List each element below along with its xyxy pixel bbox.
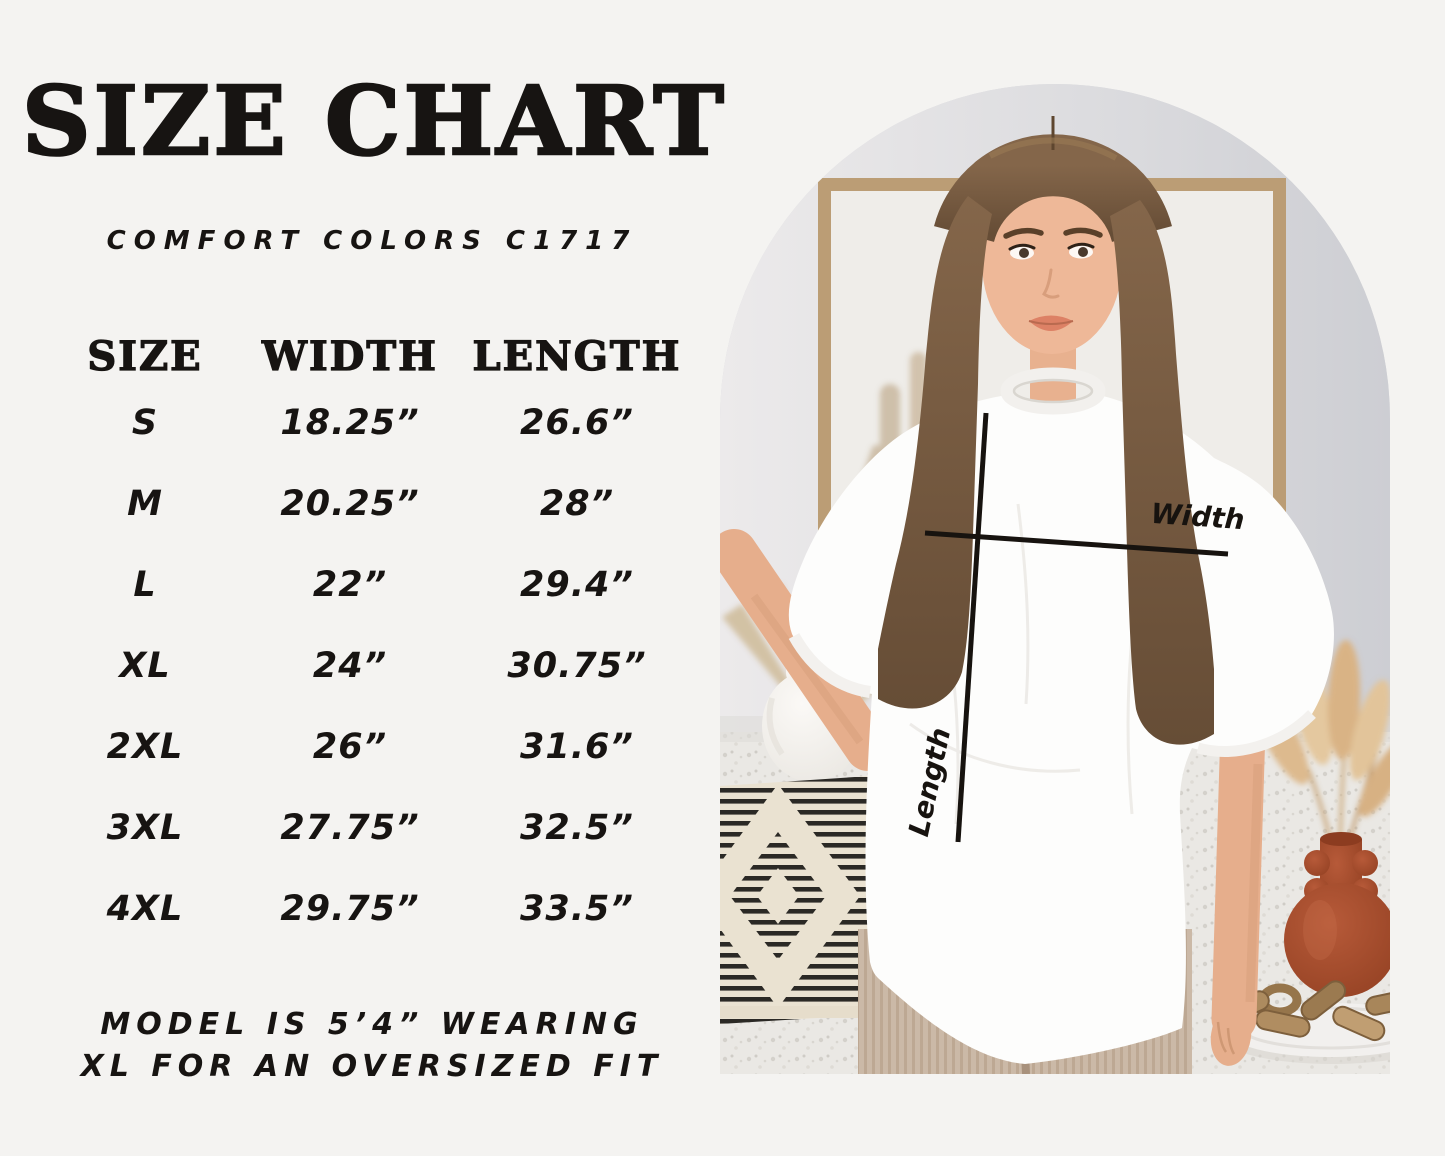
length-cell: 31.6” xyxy=(520,726,634,767)
size-cell: S xyxy=(131,402,159,443)
model xyxy=(720,116,1334,1074)
hair xyxy=(878,116,1214,745)
collar xyxy=(1000,367,1106,415)
striped-pillow xyxy=(720,776,886,1024)
model-note-line1: MODEL IS 5’4” WEARING xyxy=(100,1007,644,1042)
terracotta-vase xyxy=(1284,832,1390,997)
size-cell: L xyxy=(133,564,157,605)
col-header-width: WIDTH xyxy=(261,332,438,380)
width-cell: 26” xyxy=(312,726,388,767)
width-line xyxy=(924,530,1229,557)
length-cell: 33.5” xyxy=(520,888,634,929)
width-cell: 24” xyxy=(312,645,388,686)
size-chart-panel: SIZE CHART COMFORT COLORS C1717 SIZE WID… xyxy=(21,0,727,1156)
size-cell: 4XL xyxy=(106,888,184,929)
length-cell: 28” xyxy=(539,483,615,524)
table-row: 3XL 27.75” 32.5” xyxy=(50,787,694,868)
table-row: S 18.25” 26.6” xyxy=(50,382,694,463)
length-cell: 26.6” xyxy=(520,402,634,443)
length-cell: 32.5” xyxy=(520,807,634,848)
col-header-size: SIZE xyxy=(87,332,203,380)
table-row: L 22” 29.4” xyxy=(50,544,694,625)
table-row: 4XL 29.75” 33.5” xyxy=(50,868,694,949)
size-cell: XL xyxy=(119,645,171,686)
model-photo-scene: Width Length xyxy=(720,84,1390,1074)
page-title: SIZE CHART xyxy=(21,66,727,177)
model-note-line2: XL FOR AN OVERSIZED FIT xyxy=(80,1049,664,1084)
width-cell: 18.25” xyxy=(280,402,420,443)
size-cell: 3XL xyxy=(106,807,184,848)
table-header-row: SIZE WIDTH LENGTH xyxy=(50,330,694,382)
width-cell: 22” xyxy=(312,564,388,605)
table-row: M 20.25” 28” xyxy=(50,463,694,544)
size-cell: M xyxy=(127,483,163,524)
length-line xyxy=(955,412,989,843)
length-cell: 30.75” xyxy=(507,645,647,686)
length-cell: 29.4” xyxy=(520,564,634,605)
table-row: 2XL 26” 31.6” xyxy=(50,706,694,787)
size-table: SIZE WIDTH LENGTH S 18.25” 26.6” M 20.25… xyxy=(50,330,694,949)
model-note: MODEL IS 5’4” WEARING XL FOR AN OVERSIZE… xyxy=(22,1004,722,1088)
model-photo: Width Length xyxy=(720,84,1390,1074)
width-label: Width xyxy=(1150,497,1246,536)
width-cell: 27.75” xyxy=(280,807,420,848)
col-header-length: LENGTH xyxy=(472,332,682,380)
table-row: XL 24” 30.75” xyxy=(50,625,694,706)
face xyxy=(982,170,1122,354)
width-cell: 20.25” xyxy=(280,483,420,524)
measurement-lines xyxy=(924,412,1229,843)
size-cell: 2XL xyxy=(106,726,184,767)
subtitle: COMFORT COLORS C1717 xyxy=(106,226,638,256)
width-cell: 29.75” xyxy=(280,888,420,929)
